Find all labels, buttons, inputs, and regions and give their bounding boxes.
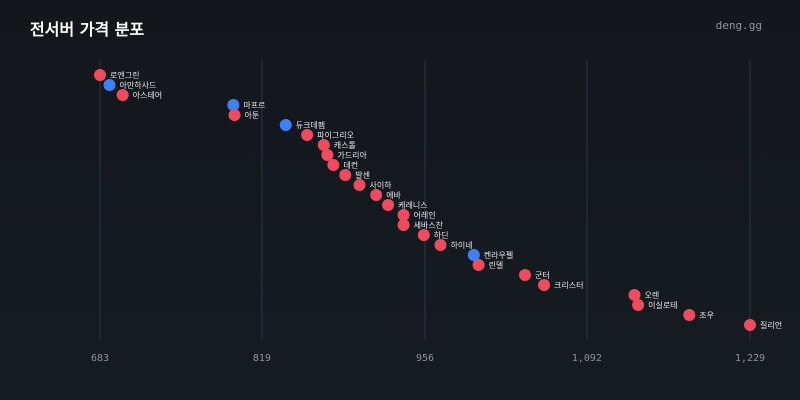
x-tick-label: 819 — [253, 353, 271, 364]
point-label: 가드리아 — [337, 150, 367, 160]
point-marker[interactable] — [327, 159, 340, 171]
point-marker[interactable] — [317, 139, 330, 151]
point-marker[interactable] — [116, 89, 129, 101]
data-point[interactable]: 케레니스 — [382, 199, 428, 211]
point-marker[interactable] — [628, 289, 641, 301]
data-point[interactable]: 에바 — [370, 189, 402, 201]
point-label: 세바스찬 — [414, 220, 444, 230]
point-label: 린델 — [489, 260, 504, 270]
point-marker[interactable] — [632, 299, 645, 311]
x-tick-label: 956 — [416, 353, 434, 364]
point-marker[interactable] — [370, 189, 383, 201]
point-label: 발센 — [355, 170, 370, 180]
point-marker[interactable] — [538, 279, 551, 291]
point-label: 데컨 — [343, 160, 358, 170]
data-point[interactable]: 아툰 — [228, 109, 260, 121]
data-point[interactable]: 질리언 — [744, 319, 782, 331]
data-point[interactable]: 마프르 — [227, 99, 265, 111]
x-tick-label: 683 — [91, 353, 109, 364]
data-point[interactable]: 하딘 — [417, 229, 449, 241]
data-point[interactable]: 군터 — [519, 269, 550, 281]
point-label: 크리스터 — [554, 281, 583, 290]
point-label: 아스테어 — [133, 90, 162, 100]
data-point[interactable]: 가드리아 — [321, 149, 367, 161]
data-point[interactable]: 어레인 — [397, 209, 436, 221]
point-label: 파이그리오 — [317, 130, 354, 140]
data-point[interactable]: 하이네 — [434, 239, 473, 251]
point-label: 이실로테 — [648, 300, 677, 310]
data-point[interactable]: 발센 — [339, 169, 370, 181]
point-marker[interactable] — [339, 169, 352, 181]
brand-label: deng.gg — [715, 19, 762, 32]
data-point[interactable]: 아스테어 — [116, 89, 162, 101]
point-marker[interactable] — [382, 199, 395, 211]
point-marker[interactable] — [397, 209, 410, 221]
data-point[interactable]: 사이하 — [353, 179, 393, 191]
point-marker[interactable] — [321, 149, 334, 161]
data-point[interactable]: 캐스톨 — [317, 139, 356, 151]
data-point[interactable]: 오렌 — [628, 289, 660, 301]
point-marker[interactable] — [94, 69, 106, 81]
point-marker[interactable] — [683, 309, 696, 321]
point-label: 어레인 — [414, 210, 436, 220]
point-marker[interactable] — [227, 99, 240, 111]
point-label: 에바 — [386, 190, 401, 200]
grid-lines — [99, 60, 751, 340]
x-axis-ticks: 683 819 956 1,092 1,229 — [91, 353, 765, 364]
data-points: 로엔그린아만하사드아스테어마프르아툰듀크데펨파이그리오캐스톨가드리아데컨발센사이… — [94, 69, 782, 331]
point-marker[interactable] — [301, 129, 314, 141]
point-label: 로엔그린 — [110, 70, 139, 80]
point-marker[interactable] — [744, 319, 756, 331]
point-label: 아툰 — [245, 110, 260, 120]
chart-title: 전서버 가격 분포 — [30, 20, 145, 39]
point-marker[interactable] — [519, 269, 531, 281]
point-label: 캐스톨 — [334, 141, 356, 150]
x-tick-label: 1,092 — [572, 353, 602, 364]
data-point[interactable]: 크리스터 — [538, 279, 584, 291]
point-marker[interactable] — [434, 239, 447, 251]
point-marker[interactable] — [397, 219, 410, 231]
point-label: 하이네 — [450, 240, 472, 250]
point-label: 질리언 — [760, 320, 782, 330]
point-marker[interactable] — [472, 259, 485, 271]
data-point[interactable]: 듀크데펨 — [279, 119, 325, 131]
data-point[interactable]: 린델 — [472, 259, 504, 271]
x-tick-label: 1,229 — [735, 353, 765, 364]
point-label: 사이하 — [370, 180, 393, 190]
data-point[interactable]: 세바스찬 — [397, 219, 444, 231]
data-point[interactable]: 켄라우펠 — [467, 249, 513, 261]
point-marker[interactable] — [228, 109, 241, 121]
point-label: 아만하사드 — [120, 80, 157, 90]
point-marker[interactable] — [279, 119, 292, 131]
data-point[interactable]: 이실로테 — [632, 299, 678, 311]
data-point[interactable]: 조우 — [683, 309, 714, 321]
data-point[interactable]: 로엔그린 — [94, 69, 139, 81]
point-label: 조우 — [699, 311, 714, 320]
point-label: 케레니스 — [398, 200, 427, 210]
point-label: 켄라우펠 — [484, 250, 513, 260]
point-label: 하딘 — [434, 230, 449, 240]
point-marker[interactable] — [467, 249, 480, 261]
point-marker[interactable] — [417, 229, 430, 241]
point-marker[interactable] — [103, 79, 116, 91]
point-label: 마프르 — [243, 101, 265, 110]
data-point[interactable]: 파이그리오 — [301, 129, 354, 141]
data-point[interactable]: 데컨 — [327, 159, 358, 171]
point-label: 듀크데펨 — [296, 120, 325, 130]
point-marker[interactable] — [353, 179, 366, 191]
point-label: 군터 — [535, 271, 550, 280]
point-label: 오렌 — [645, 290, 660, 300]
data-point[interactable]: 아만하사드 — [103, 79, 157, 91]
